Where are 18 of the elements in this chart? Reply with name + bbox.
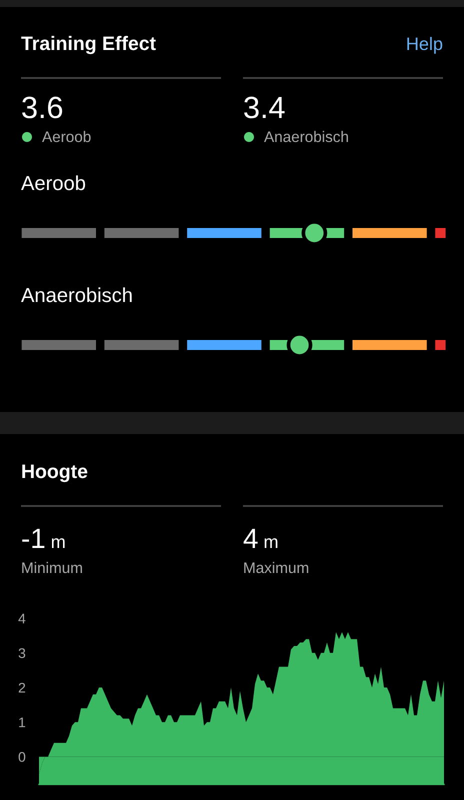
chart-title: Hoogte — [22, 464, 88, 482]
y-tick-label: 3 — [18, 648, 26, 658]
data-label: 3.6 — [22, 96, 62, 118]
y-tick-label: 1 — [19, 718, 26, 728]
text: -1 m — [22, 528, 65, 548]
y-tick-label: 0 — [18, 752, 26, 762]
category-label: Anaerobisch — [264, 130, 348, 142]
text: Training Effect — [21, 36, 156, 54]
category-label: Aeroob — [42, 130, 91, 142]
text: Minimum — [22, 562, 82, 574]
y-tick-label: 4 — [18, 614, 26, 624]
category-label: Aeroob — [21, 175, 86, 190]
text: Help — [407, 36, 442, 54]
data-label: 3.4 — [244, 96, 285, 118]
category-label: Anaerobisch — [21, 287, 132, 302]
text: 4 m — [244, 528, 278, 548]
y-tick-label: 2 — [18, 682, 26, 693]
text: Maximum — [244, 562, 308, 574]
